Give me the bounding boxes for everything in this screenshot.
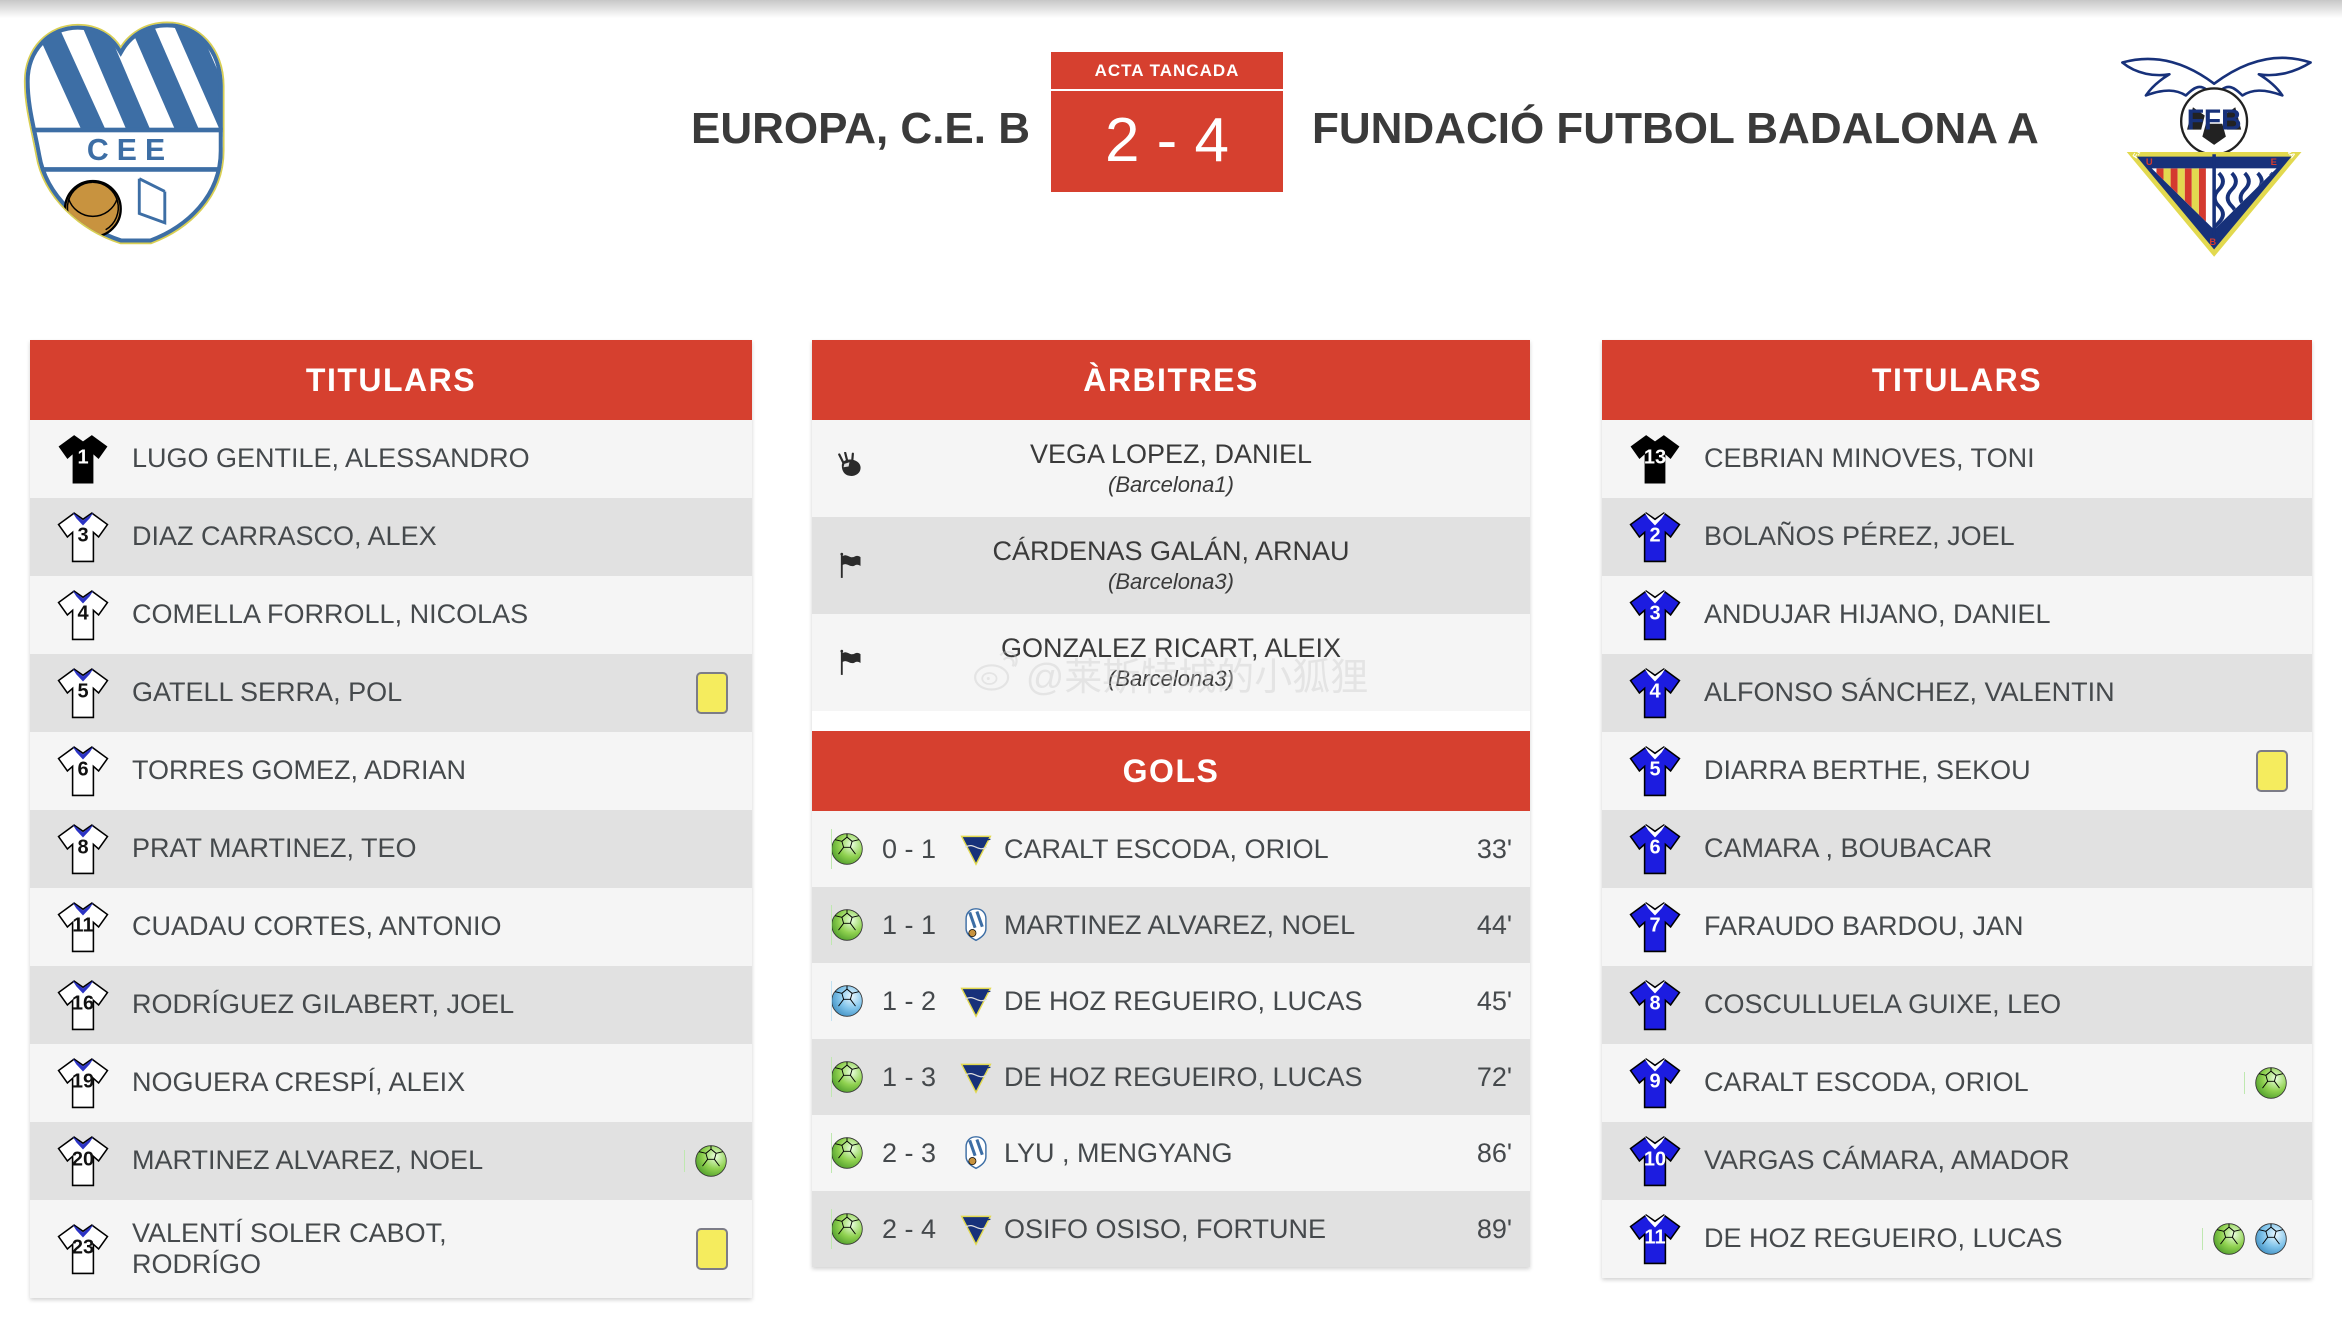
svg-text:B: B: [2209, 236, 2216, 247]
svg-text:E: E: [2271, 156, 2277, 167]
svg-text:CEE: CEE: [87, 134, 173, 167]
svg-text:U: U: [2146, 156, 2153, 167]
